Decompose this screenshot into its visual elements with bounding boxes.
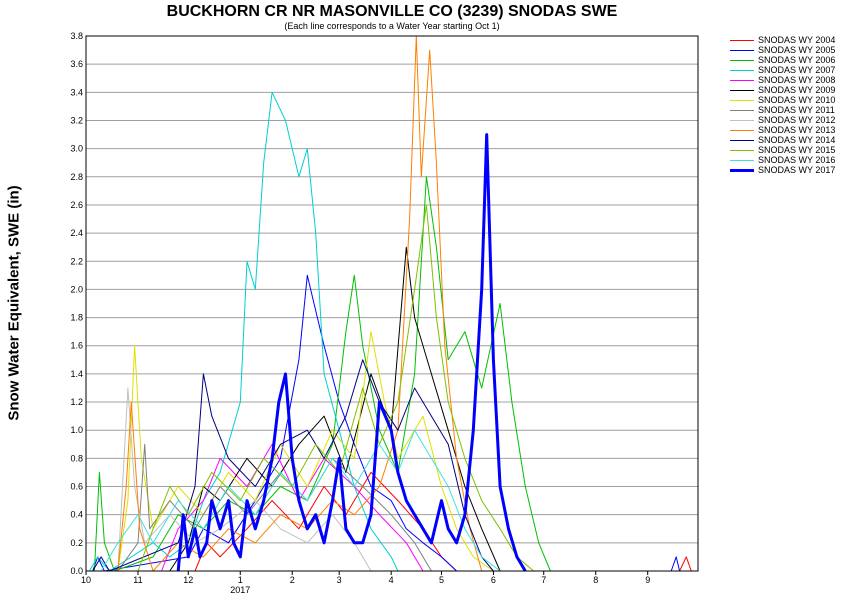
legend-label: SNODAS WY 2014 [758,135,836,145]
y-tick-label: 2.4 [70,228,83,238]
x-gridlines [85,571,649,575]
legend-swatch [730,109,754,111]
chart-title: BUCKHORN CR NR MASONVILLE CO (3239) SNOD… [166,3,618,20]
legend-item: SNODAS WY 2004 [730,35,835,45]
y-tick-label: 0.0 [70,566,83,576]
series-line-snodas-wy-2006 [93,176,551,572]
y-tick-label: 3.0 [70,144,83,154]
legend-label: SNODAS WY 2008 [758,75,836,85]
y-tick-label: 0.6 [70,482,83,492]
x-tick-label: 10 [81,575,91,585]
x-tick-label: 4 [389,575,394,585]
legend-swatch [730,39,754,41]
y-tick-label: 0.2 [70,538,83,548]
legend-swatch [730,99,754,101]
x-tick-label: 1 [238,575,243,585]
legend-item: SNODAS WY 2008 [730,75,835,85]
y-tick-label: 1.4 [70,369,83,379]
legend-swatch [730,139,754,141]
y-tick-label: 2.0 [70,284,83,294]
legend-swatch [730,49,754,51]
y-tick-label: 2.8 [70,172,83,182]
legend: SNODAS WY 2004 SNODAS WY 2005 SNODAS WY 20… [730,35,835,175]
legend-item: SNODAS WY 2005 [730,45,835,55]
legend-item: SNODAS WY 2007 [730,65,835,75]
series-line-snodas-wy-2015 [137,204,535,572]
legend-item: SNODAS WY 2010 [730,95,835,105]
series-line-snodas-wy-2010 [117,331,494,572]
series-line-snodas-wy-2012 [117,387,372,572]
series-line-snodas-wy-2017 [176,133,527,572]
series-layer [88,35,692,572]
legend-swatch [730,69,754,71]
legend-label: SNODAS WY 2005 [758,45,836,55]
y-tick-label: 1.0 [70,425,83,435]
y-tick-label: 3.2 [70,115,83,125]
x-tick-label: 9 [645,575,650,585]
legend-item: SNODAS WY 2015 [730,145,835,155]
x-tick-label: 7 [541,575,546,585]
x-tick-label: 12 [183,575,193,585]
series-line-snodas-wy-2005 [92,274,681,572]
legend-item: SNODAS WY 2013 [730,125,835,135]
legend-swatch [730,168,754,172]
legend-item: SNODAS WY 2017 [730,165,835,175]
y-tick-label: 2.6 [70,200,83,210]
plot-frame [85,35,699,572]
y-tick-label: 2.2 [70,256,83,266]
legend-label: SNODAS WY 2007 [758,65,836,75]
y-tick-label: 0.4 [70,510,83,520]
series-line-snodas-wy-2007 [88,91,399,572]
x-tick-label: 8 [593,575,598,585]
y-tick-label: 3.8 [70,31,83,41]
y-tick-label: 1.8 [70,313,83,323]
legend-label: SNODAS WY 2017 [758,165,836,175]
y-tick-label: 3.6 [70,59,83,69]
legend-swatch [730,119,754,121]
x-year-label: 2017 [230,585,250,595]
legend-label: SNODAS WY 2010 [758,95,836,105]
legend-label: SNODAS WY 2012 [758,115,836,125]
chart-subtitle: (Each line corresponds to a Water Year s… [284,21,500,31]
series-line-snodas-wy-2004 [194,471,692,572]
legend-swatch [730,129,754,131]
legend-item: SNODAS WY 2012 [730,115,835,125]
series-line-snodas-wy-2011 [117,443,432,572]
legend-item: SNODAS WY 2014 [730,135,835,145]
x-tick-label: 5 [439,575,444,585]
y-tick-label: 3.4 [70,87,83,97]
legend-item: SNODAS WY 2011 [730,105,835,115]
legend-item: SNODAS WY 2016 [730,155,835,165]
legend-swatch [730,89,754,91]
series-line-snodas-wy-2008 [161,443,424,572]
legend-swatch [730,79,754,81]
legend-swatch [730,149,754,151]
y-tick-labels: 0.0 0.2 0.4 0.6 0.8 1.0 1.2 1.4 1.6 1.8 2.0 2.2 2.4 2… [70,31,83,576]
x-tick-label: 2 [290,575,295,585]
legend-label: SNODAS WY 2015 [758,145,836,155]
x-tick-label: 11 [133,575,142,585]
x-tick-label: 6 [491,575,496,585]
legend-item: SNODAS WY 2006 [730,55,835,65]
legend-swatch [730,59,754,61]
y-tick-label: 1.6 [70,341,83,351]
y-tick-label: 1.2 [70,397,83,407]
legend-label: SNODAS WY 2013 [758,125,836,135]
x-tick-label: 3 [337,575,342,585]
y-tick-label: 0.8 [70,453,83,463]
legend-label: SNODAS WY 2011 [758,105,835,115]
series-line-snodas-wy-2016 [100,429,501,572]
legend-swatch [730,159,754,161]
legend-label: SNODAS WY 2006 [758,55,836,65]
legend-label: SNODAS WY 2009 [758,85,836,95]
y-gridlines [86,35,698,572]
legend-item: SNODAS WY 2009 [730,85,835,95]
legend-label: SNODAS WY 2004 [758,35,836,45]
legend-label: SNODAS WY 2016 [758,155,836,165]
